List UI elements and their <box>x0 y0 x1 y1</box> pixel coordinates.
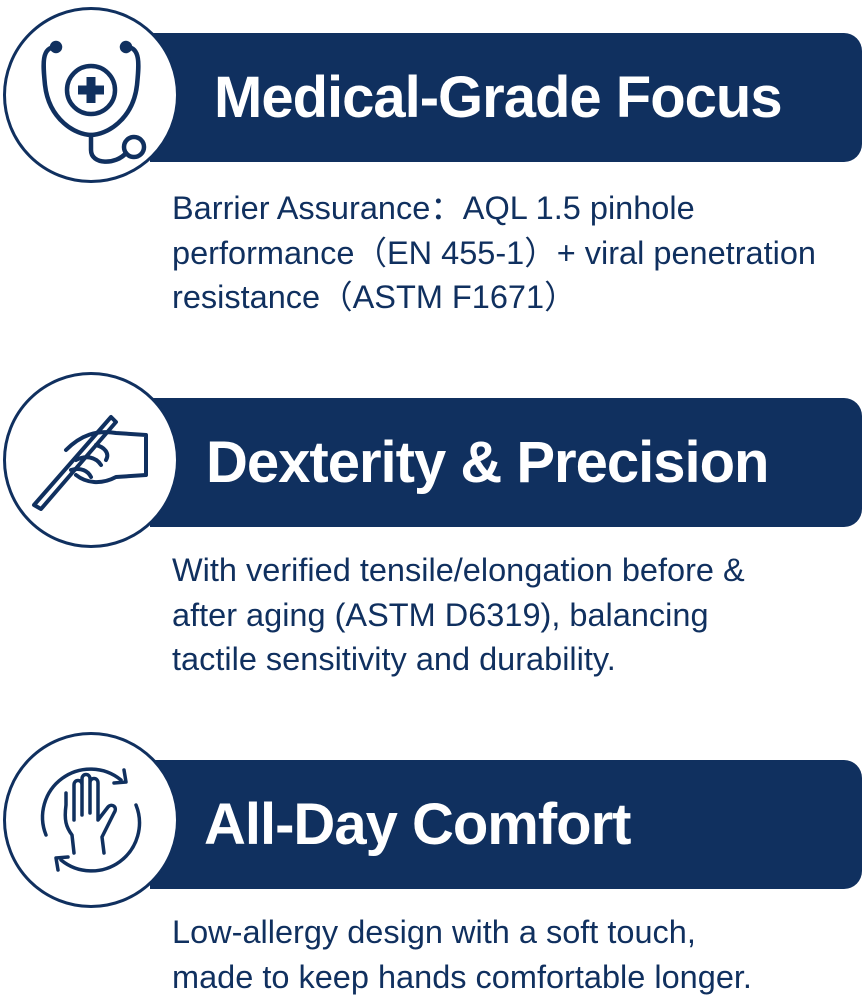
icon-circle <box>3 732 179 908</box>
feature-banner: Medical-Grade Focus <box>150 33 862 162</box>
feature-banner: Dexterity & Precision <box>150 398 862 527</box>
description-line: made to keep hands comfortable longer. <box>172 958 752 995</box>
icon-circle <box>3 372 179 548</box>
feature-title: Dexterity & Precision <box>206 430 769 495</box>
stethoscope-icon <box>41 40 147 164</box>
description-line: resistance（ASTM F1671） <box>172 279 577 315</box>
description-line: after aging (ASTM D6319), balancing <box>172 596 709 633</box>
feature-title: All-Day Comfort <box>204 792 631 857</box>
icon-circle <box>3 7 179 183</box>
hand-writing-pen-icon <box>32 415 148 511</box>
feature-description: Low-allergy design with a soft touch, ma… <box>172 910 862 999</box>
feature-title: Medical-Grade Focus <box>214 65 783 130</box>
feature-description: With verified tensile/elongation before … <box>172 548 862 682</box>
description-line: Barrier Assurance：AQL 1.5 pinhole <box>172 190 695 226</box>
description-line: Low-allergy design with a soft touch, <box>172 914 696 950</box>
description-line: With verified tensile/elongation before … <box>172 552 745 588</box>
feature-banner: All-Day Comfort <box>150 760 862 889</box>
description-line: performance（EN 455-1）+ viral penetration <box>172 234 817 271</box>
description-line: tactile sensitivity and durability. <box>172 641 616 677</box>
feature-description: Barrier Assurance：AQL 1.5 pinhole perfor… <box>172 186 862 320</box>
hand-rotation-icon <box>40 767 142 873</box>
